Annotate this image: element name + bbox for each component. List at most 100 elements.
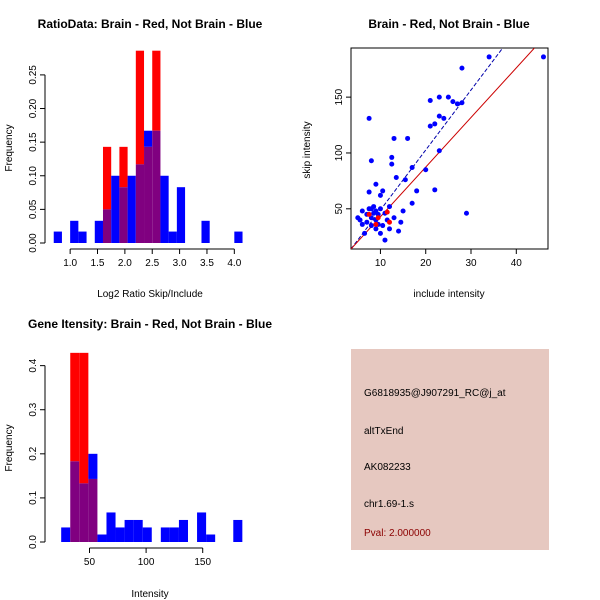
scatter-point-blue-23 — [377, 206, 383, 212]
scatter-point-blue-53 — [441, 115, 447, 121]
intensity-hist-y-tick-label-2: 0.2 — [28, 446, 39, 460]
scatter-point-blue-38 — [398, 219, 404, 225]
scatter-point-red-0 — [366, 211, 372, 217]
scatter-point-blue-24 — [377, 230, 383, 236]
scatter-point-blue-35 — [391, 215, 397, 221]
ratio-hist-bar-overlap-8 — [119, 187, 128, 243]
event-type-text: altTxEnd — [364, 426, 403, 437]
scatter-xlabel: include intensity — [413, 289, 484, 300]
intensity-hist-bar-blue-7 — [124, 519, 134, 542]
location-text: chr1.69-1.s — [364, 499, 414, 510]
ratio-histogram-title: RatioData: Brain - Red, Not Brain - Blue — [38, 17, 263, 31]
scatter-plot-frame — [350, 47, 549, 250]
intensity-hist-bar-blue-16 — [206, 534, 216, 542]
ratio-hist-bar-overlap-11 — [144, 146, 153, 243]
ratio-hist-bar-overlap-12 — [152, 130, 161, 243]
ratio-hist-bar-red-12 — [152, 50, 161, 131]
ratio-hist-x-tick-label-4: 3.0 — [173, 258, 187, 269]
intensity-hist-bar-blue-8 — [133, 519, 143, 542]
ratio-hist-y-tick-label-1: 0.05 — [28, 199, 39, 219]
scatter-point-blue-44 — [414, 188, 420, 194]
ratio-hist-bar-blue-18 — [201, 220, 210, 243]
intensity-histogram-panel: Gene Itensity: Brain - Red, Not Brain - … — [4, 317, 272, 600]
scatter-point-blue-59 — [463, 210, 469, 216]
scatter-point-red-4 — [386, 219, 392, 225]
scatter-point-blue-33 — [389, 154, 395, 160]
intensity-hist-bar-blue-4 — [97, 534, 107, 542]
scatter-point-blue-25 — [380, 188, 386, 194]
scatter-point-blue-18 — [373, 226, 379, 232]
scatter-point-blue-2 — [359, 208, 365, 214]
scatter-point-blue-39 — [400, 208, 406, 214]
scatter-point-blue-9 — [366, 189, 372, 195]
scatter-y-tick-label-1: 100 — [334, 144, 345, 161]
info-panel: G6818935@J907291_RC@j_at altTxEnd AK0822… — [351, 349, 549, 550]
scatter-point-red-2 — [375, 215, 381, 221]
ratio-hist-bar-overlap-10 — [135, 164, 145, 243]
scatter-point-blue-51 — [436, 113, 442, 119]
scatter-point-blue-30 — [386, 204, 392, 210]
ratio-hist-bar-blue-14 — [168, 231, 177, 243]
scatter-point-red-3 — [384, 209, 390, 215]
scatter-y-tick-label-2: 150 — [334, 88, 345, 105]
scatter-x-tick-label-3: 40 — [511, 258, 523, 269]
ratio-histogram-xlabel: Log2 Ratio Skip/Include — [97, 289, 203, 300]
ratio-hist-bar-blue-2 — [70, 220, 79, 243]
intensity-hist-bar-blue-3 — [88, 453, 98, 479]
ratio-hist-x-tick-label-5: 3.5 — [200, 258, 214, 269]
ratio-histogram-axes: 1.0 1.5 2.0 2.5 3.0 3.5 4.0 0.00 0.05 0.10 0.15 0.2… — [28, 65, 242, 269]
intensity-hist-bar-red-2 — [79, 352, 89, 484]
ratio-hist-y-tick-label-0: 0.00 — [28, 233, 39, 253]
ratio-hist-y-tick-label-4: 0.20 — [28, 98, 39, 118]
intensity-hist-y-tick-label-3: 0.3 — [28, 402, 39, 416]
intensity-hist-bar-overlap-3 — [88, 478, 98, 542]
scatter-point-blue-48 — [432, 187, 438, 193]
ratio-hist-bar-red-8 — [119, 146, 128, 188]
ratio-hist-y-tick-label-2: 0.10 — [28, 166, 39, 186]
ratio-hist-x-tick-label-0: 1.0 — [63, 258, 77, 269]
intensity-hist-bar-overlap-1 — [70, 461, 80, 542]
scatter-point-blue-36 — [393, 175, 399, 181]
scatter-point-blue-49 — [432, 121, 438, 127]
intensity-hist-x-tick-label-0: 50 — [84, 557, 96, 568]
ratio-hist-bar-blue-7 — [111, 175, 120, 243]
scatter-point-blue-8 — [366, 115, 372, 121]
ratio-hist-x-tick-label-1: 1.5 — [91, 258, 105, 269]
ratio-histogram-panel: RatioData: Brain - Red, Not Brain - Blue… — [4, 17, 263, 300]
scatter-point-blue-26 — [380, 223, 386, 229]
intensity-hist-bar-blue-6 — [115, 527, 125, 542]
scatter-fit-lines — [351, 48, 535, 249]
scatter-point-blue-14 — [371, 204, 377, 210]
intensity-hist-bar-blue-11 — [160, 527, 170, 542]
scatter-point-blue-3 — [359, 221, 365, 227]
scatter-point-blue-58 — [459, 65, 465, 71]
ratio-hist-bar-blue-22 — [234, 231, 243, 243]
scatter-point-blue-61 — [540, 54, 546, 60]
intensity-histogram-xlabel: Intensity — [131, 589, 168, 600]
intensity-hist-bar-blue-19 — [233, 519, 243, 542]
intensity-hist-bar-overlap-2 — [79, 483, 89, 542]
scatter-fit-line-1 — [351, 48, 535, 249]
intensity-hist-bar-blue-13 — [178, 519, 188, 542]
scatter-x-tick-label-1: 20 — [420, 258, 432, 269]
scatter-point-blue-60 — [486, 54, 492, 60]
scatter-point-blue-40 — [402, 177, 408, 183]
scatter-point-blue-55 — [450, 99, 456, 105]
ratio-hist-bar-red-6 — [102, 146, 112, 210]
ratio-hist-x-tick-label-6: 4.0 — [227, 258, 241, 269]
probe-id-text: G6818935@J907291_RC@j_at — [364, 388, 506, 399]
ratio-hist-bar-overlap-6 — [102, 209, 112, 243]
intensity-hist-bar-blue-0 — [61, 527, 71, 542]
scatter-point-blue-41 — [405, 135, 411, 141]
scatter-point-blue-37 — [396, 228, 402, 234]
intensity-histogram-axes: 50 100 150 0.0 0.1 0.2 0.3 0.4 — [28, 358, 211, 568]
ratio-histogram-bars — [53, 50, 243, 243]
ratio-hist-y-tick-label-5: 0.25 — [28, 65, 39, 85]
scatter-point-blue-43 — [409, 164, 415, 170]
intensity-hist-bar-blue-5 — [106, 512, 116, 542]
intensity-hist-x-tick-label-2: 150 — [194, 557, 211, 568]
ratio-hist-bar-blue-11 — [144, 130, 153, 147]
scatter-point-blue-42 — [409, 200, 415, 206]
scatter-point-red-1 — [373, 221, 379, 227]
scatter-point-blue-6 — [364, 219, 370, 225]
